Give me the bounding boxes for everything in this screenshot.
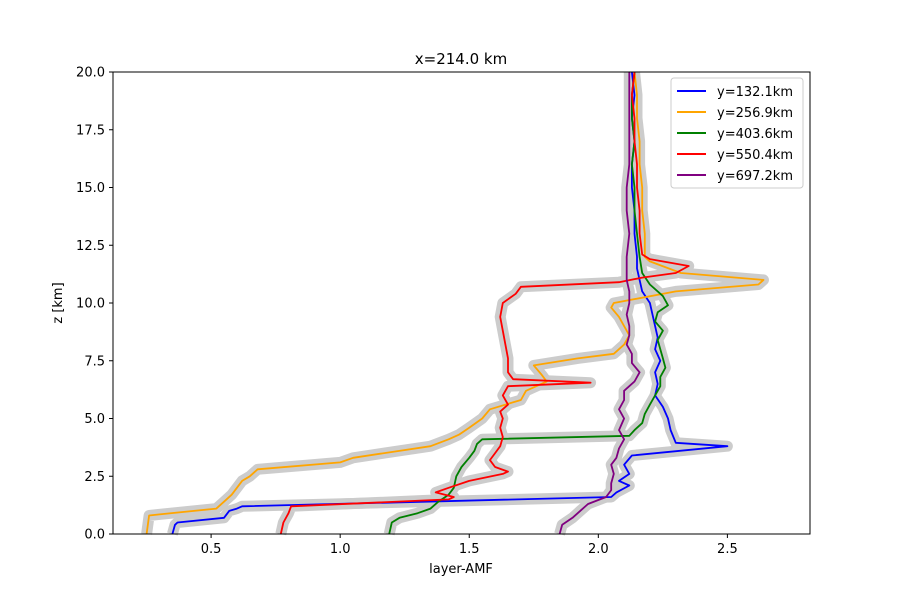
y-tick-label: 2.5 [84, 470, 105, 485]
series-line [558, 72, 641, 535]
y-tick-label: 0.0 [84, 528, 105, 543]
chart-title: x=214.0 km [415, 50, 507, 68]
legend-label: y=550.4km [717, 148, 793, 163]
x-tick-label: 2.5 [717, 542, 738, 557]
series-line [388, 71, 669, 535]
y-tick-label: 7.5 [84, 354, 105, 369]
y-axis-label: z [km] [51, 282, 66, 323]
y-tick-label: 10.0 [76, 297, 105, 312]
series-line [145, 71, 765, 535]
series-line [171, 71, 729, 535]
legend-label: y=403.6km [717, 127, 793, 142]
x-tick-label: 2.0 [588, 542, 609, 557]
y-tick-label: 15.0 [76, 181, 105, 196]
x-axis-label: layer-AMF [429, 562, 493, 577]
y-tick-label: 12.5 [76, 239, 105, 254]
y-tick-label: 17.5 [76, 123, 105, 138]
x-axis-ticks: 0.5 1.0 1.5 2.0 2.5 [201, 534, 738, 557]
legend-box [670, 77, 804, 189]
y-axis-ticks: 0.0 2.5 5.0 7.5 10.0 12.5 15.0 17.5 20.0 [76, 66, 113, 543]
y-tick-label: 5.0 [84, 412, 105, 427]
series-lines [145, 71, 765, 535]
legend-label: y=697.2km [717, 169, 793, 184]
x-tick-label: 1.0 [330, 542, 351, 557]
y-tick-label: 20.0 [76, 66, 105, 81]
series-line [279, 71, 690, 535]
x-tick-label: 0.5 [201, 542, 222, 557]
legend-label: y=132.1km [717, 85, 793, 100]
legend: y=132.1km y=256.9km y=403.6km y=550.4km y=69… [670, 77, 804, 189]
legend-label: y=256.9km [717, 106, 793, 121]
x-tick-label: 1.5 [459, 542, 480, 557]
